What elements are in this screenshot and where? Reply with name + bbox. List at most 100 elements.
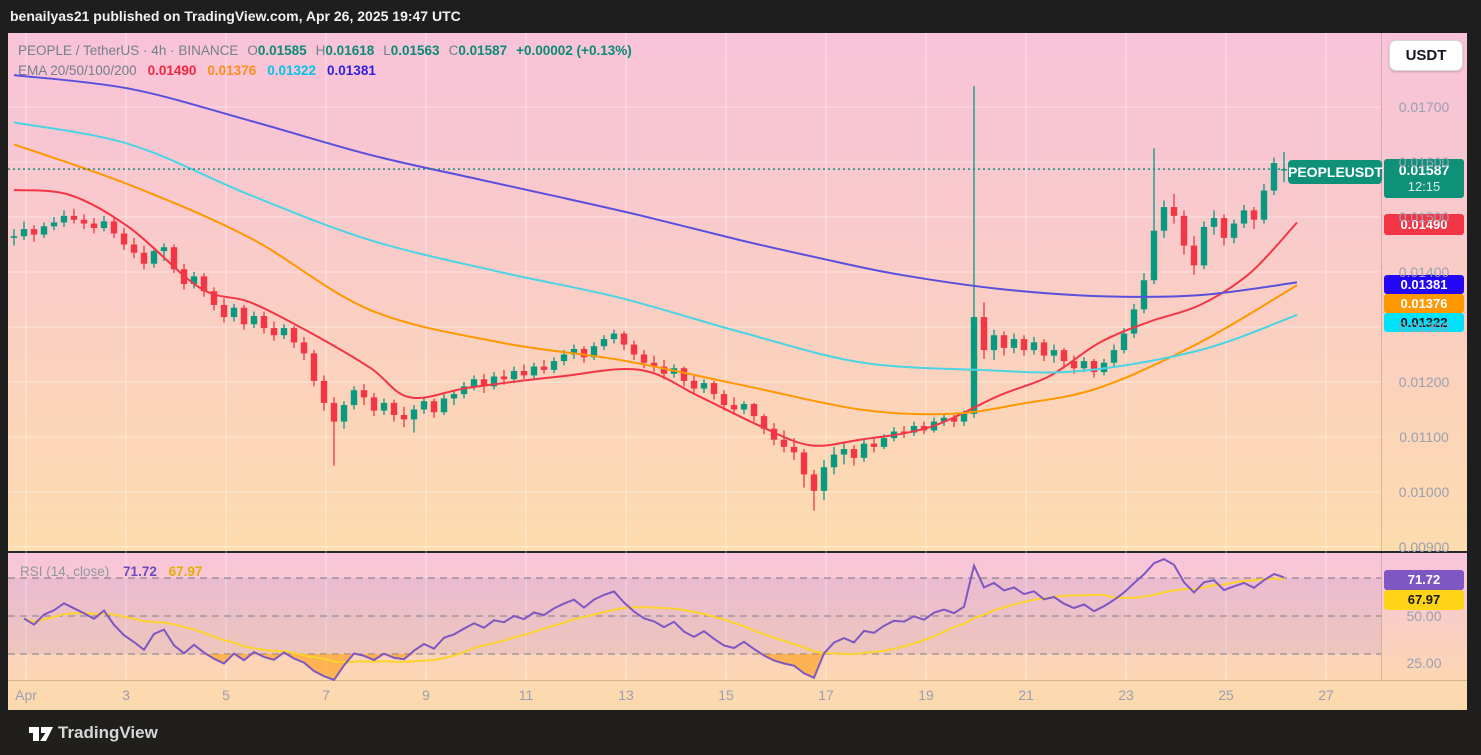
- change-value: +0.00002 (+0.13%): [516, 43, 632, 58]
- candle-body: [460, 386, 468, 395]
- candle-body: [1270, 163, 1278, 191]
- candle-body: [360, 390, 368, 398]
- candle-body: [970, 317, 978, 414]
- rsi-indicator-title: RSI (14, close): [20, 564, 110, 579]
- candle-body: [1140, 280, 1148, 310]
- ohlc-value: 0.01587: [458, 43, 508, 58]
- price-axis-label: 0.01100: [1399, 428, 1449, 445]
- candle-body: [60, 215, 68, 223]
- candle-body: [450, 394, 458, 399]
- candle-body: [300, 342, 308, 354]
- currency-toggle-button[interactable]: USDT: [1389, 40, 1463, 71]
- time-axis-label: 7: [322, 687, 330, 703]
- candle-body: [1070, 361, 1078, 369]
- time-axis-label: 13: [618, 687, 634, 703]
- candle-body: [380, 402, 388, 411]
- candle-body: [880, 438, 888, 447]
- candle-body: [830, 454, 838, 468]
- candle-body: [640, 354, 648, 363]
- ohlc-letter: O: [247, 43, 258, 58]
- candle-body: [410, 409, 418, 420]
- candle-body: [1090, 361, 1098, 373]
- candle-body: [940, 417, 948, 422]
- candle-body: [550, 361, 558, 370]
- candle-body: [150, 251, 158, 264]
- candle-body: [340, 405, 348, 422]
- time-axis-label: 11: [518, 687, 534, 703]
- current-price-value: 0.01587: [1398, 162, 1450, 178]
- candle-body: [870, 443, 878, 447]
- candle-body: [630, 344, 638, 355]
- ema-legend-value: 0.01490: [147, 63, 197, 78]
- candle-body: [310, 353, 318, 381]
- candle-body: [170, 247, 178, 270]
- candle-body: [700, 383, 708, 389]
- rsi-ma-value-tag: 67.97: [1384, 590, 1464, 610]
- candle-body: [1190, 245, 1198, 266]
- candle-body: [440, 398, 448, 413]
- candle-body: [1100, 362, 1108, 373]
- pane-separator[interactable]: [8, 551, 1467, 553]
- chart-legend: PEOPLE / TetherUS · 4h · BINANCE O0.01585…: [18, 41, 632, 81]
- candle-body: [770, 428, 778, 440]
- ema-50-line: [13, 143, 1298, 416]
- price-axis-label: 0.01600: [1398, 153, 1450, 170]
- candle-body: [390, 402, 398, 415]
- symbol-title: PEOPLE / TetherUS · 4h · BINANCE: [18, 43, 239, 58]
- rsi-axis-label: 25.00: [1406, 655, 1442, 672]
- candle-body: [1200, 226, 1208, 266]
- candle-body: [750, 403, 758, 417]
- rsi-axis-label: 50.00: [1406, 608, 1442, 625]
- candle-body: [1260, 190, 1268, 220]
- candle-body: [160, 247, 168, 252]
- time-scale[interactable]: [8, 680, 1467, 710]
- ema-legend-value: 0.01381: [327, 63, 376, 78]
- candle-body: [980, 317, 988, 351]
- price-axis-label: 0.01200: [1398, 373, 1450, 390]
- rsi-value-tag: 71.72: [1384, 570, 1464, 590]
- ema-legend-value: 0.01322: [267, 63, 317, 78]
- candle-body: [1030, 342, 1038, 351]
- candle-body: [810, 474, 818, 491]
- candle-body: [610, 333, 618, 340]
- candle-body: [840, 449, 848, 455]
- candle-body: [1160, 207, 1168, 231]
- ema-200-line: [13, 74, 1298, 298]
- candle-body: [260, 315, 268, 329]
- candle-body: [430, 401, 438, 413]
- candle-body: [500, 376, 508, 380]
- ema-100-line: [13, 121, 1298, 374]
- candle-body: [1110, 350, 1118, 363]
- candle-body: [1120, 333, 1128, 351]
- candle-body: [1170, 207, 1178, 216]
- candle-body: [230, 307, 238, 318]
- candle-body: [590, 346, 598, 358]
- ohlc-letter: H: [315, 43, 326, 58]
- candle-body: [290, 328, 298, 343]
- candle-body: [990, 335, 998, 351]
- tradingview-brand[interactable]: TradingView: [58, 723, 158, 742]
- candle-body: [70, 215, 78, 220]
- candle-body: [210, 291, 218, 305]
- candle-body: [790, 446, 798, 453]
- ema20-price-tag: 0.01490: [1384, 214, 1464, 235]
- candle-body: [820, 467, 828, 491]
- candle-body: [1020, 339, 1028, 351]
- candle-body: [520, 370, 528, 376]
- candle-body: [120, 233, 128, 245]
- candle-body: [270, 328, 278, 336]
- candle-body: [560, 354, 568, 362]
- candle-body: [910, 425, 918, 433]
- ema-legend-row: EMA 20/50/100/200 0.01490 0.01376 0.01322 0.…: [18, 61, 632, 81]
- candle-body: [470, 379, 478, 387]
- time-axis-label: 5: [222, 687, 230, 703]
- candle-body: [50, 222, 58, 227]
- candle-body: [1180, 215, 1188, 246]
- price-chart-canvas[interactable]: [8, 33, 1467, 710]
- time-axis-label: 21: [1018, 687, 1034, 703]
- candle-body: [200, 276, 208, 292]
- price-axis-label: 0.00900: [1398, 538, 1450, 555]
- tradingview-logo-icon[interactable]: [28, 723, 54, 745]
- price-axis-label: 0.01300: [1398, 318, 1450, 335]
- candle-body: [1150, 230, 1158, 281]
